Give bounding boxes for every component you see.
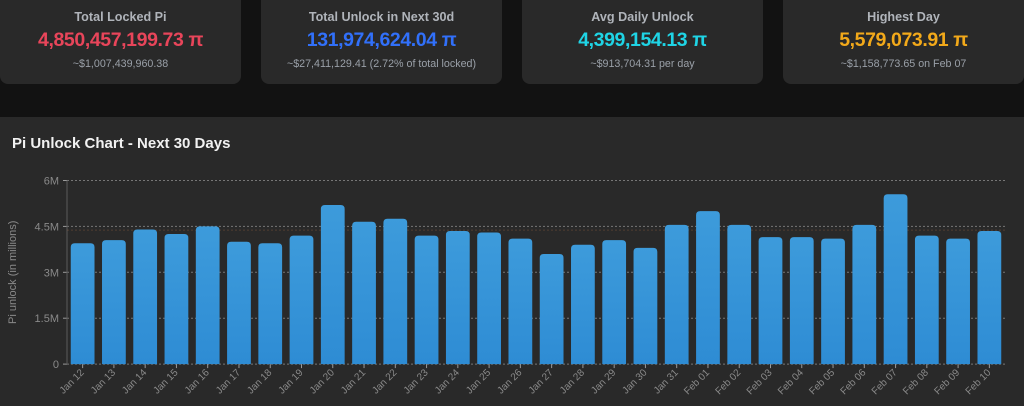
svg-text:Jan 23: Jan 23 [402,367,431,396]
svg-text:3M: 3M [44,267,59,279]
svg-text:Jan 14: Jan 14 [120,367,149,396]
svg-text:Jan 17: Jan 17 [214,367,243,396]
svg-text:Jan 15: Jan 15 [152,367,181,396]
svg-text:Jan 30: Jan 30 [621,367,650,396]
svg-text:Jan 16: Jan 16 [183,367,212,396]
svg-text:Jan 25: Jan 25 [464,367,493,396]
svg-text:Jan 26: Jan 26 [495,367,524,396]
svg-text:Jan 31: Jan 31 [652,367,681,396]
svg-text:Pi unlock (in millions): Pi unlock (in millions) [7,221,19,324]
svg-text:Jan 21: Jan 21 [339,367,368,396]
svg-text:4.5M: 4.5M [35,221,59,233]
svg-text:6M: 6M [44,176,59,188]
svg-text:Feb 05: Feb 05 [807,367,837,397]
svg-text:Jan 28: Jan 28 [558,367,587,396]
svg-text:Jan 22: Jan 22 [370,367,399,396]
svg-text:0: 0 [53,359,59,371]
svg-text:Jan 12: Jan 12 [58,367,87,396]
svg-text:Jan 19: Jan 19 [277,367,306,396]
svg-text:Jan 13: Jan 13 [89,367,118,396]
svg-text:Feb 10: Feb 10 [964,367,994,397]
svg-text:Jan 27: Jan 27 [527,367,556,396]
svg-text:Jan 24: Jan 24 [433,367,462,396]
svg-text:Jan 20: Jan 20 [308,367,337,396]
svg-text:Feb 08: Feb 08 [901,367,931,397]
svg-text:Feb 02: Feb 02 [714,367,744,397]
svg-text:1.5M: 1.5M [35,313,59,325]
svg-text:Jan 18: Jan 18 [245,367,274,396]
svg-text:Feb 06: Feb 06 [839,367,869,397]
svg-text:Feb 03: Feb 03 [745,367,775,397]
svg-text:Jan 29: Jan 29 [589,367,618,396]
svg-text:Feb 04: Feb 04 [776,367,806,397]
svg-text:Feb 07: Feb 07 [870,367,900,397]
svg-text:Feb 01: Feb 01 [682,367,712,397]
svg-text:Feb 09: Feb 09 [932,367,962,397]
